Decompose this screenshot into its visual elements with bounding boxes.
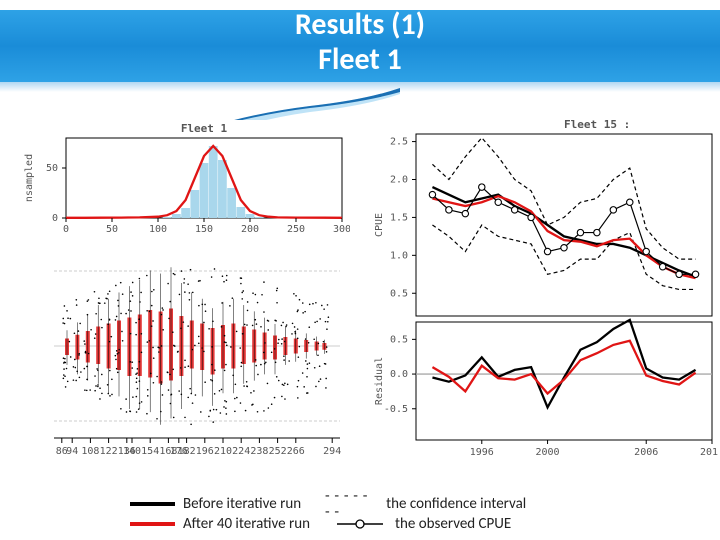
svg-text:1.5: 1.5 — [390, 212, 408, 223]
cpue-chart: 0.5 1.0 1.5 2.0 2.5 Fleet 15 : CPUE -0.5 0.0 0.5 1… — [368, 116, 718, 460]
svg-text:0: 0 — [52, 213, 58, 224]
svg-text:122: 122 — [100, 446, 118, 457]
svg-text:100: 100 — [149, 224, 167, 235]
svg-text:-0.5: -0.5 — [384, 404, 408, 415]
legend-swatch-after — [130, 522, 175, 526]
svg-text:0: 0 — [63, 224, 69, 235]
svg-text:CPUE: CPUE — [374, 213, 385, 237]
panel-cpue-combo: 0.5 1.0 1.5 2.0 2.5 Fleet 15 : CPUE -0.5 0.0 0.5 1… — [368, 116, 718, 460]
svg-text:0.5: 0.5 — [390, 334, 408, 345]
svg-text:250: 250 — [287, 224, 305, 235]
svg-text:108: 108 — [81, 446, 99, 457]
svg-text:nsampled: nsampled — [24, 154, 35, 202]
legend-label-after: After 40 iterative run — [183, 515, 310, 533]
svg-text:300: 300 — [333, 224, 350, 235]
svg-text:0.0: 0.0 — [390, 369, 408, 380]
title-line-1: Results (1) — [295, 6, 425, 43]
svg-text:266: 266 — [287, 446, 305, 457]
svg-text:1.0: 1.0 — [390, 250, 408, 261]
svg-text:150: 150 — [195, 224, 213, 235]
slide-title: Results (1) Fleet 1 — [0, 8, 720, 77]
svg-text:2000: 2000 — [536, 447, 560, 458]
svg-text:0.5: 0.5 — [390, 288, 408, 299]
svg-text:182: 182 — [178, 446, 196, 457]
svg-text:200: 200 — [241, 224, 259, 235]
svg-text:2.5: 2.5 — [390, 137, 408, 148]
svg-text:154: 154 — [141, 446, 159, 457]
svg-text:2.0: 2.0 — [390, 175, 408, 186]
panel-histogram: 0 50 100 150 200 250 300 0 50 Fleet 1 nsampled — [20, 120, 350, 235]
svg-text:238: 238 — [250, 446, 268, 457]
svg-text:Residual: Residual — [374, 357, 385, 405]
panel-residuals: 8694108122136140154168176182196210224238… — [20, 252, 350, 462]
legend-label-ci: the confidence interval — [386, 495, 526, 513]
svg-text:2006: 2006 — [634, 447, 658, 458]
svg-text:2010: 2010 — [700, 447, 718, 458]
svg-text:252: 252 — [269, 446, 287, 457]
legend: Before iterative run ------- the confide… — [130, 494, 710, 534]
legend-label-obs: the observed CPUE — [395, 515, 511, 533]
legend-swatch-before — [130, 502, 175, 506]
residual-chart: 8694108122136140154168176182196210224238… — [20, 252, 350, 462]
legend-label-before: Before iterative run — [183, 495, 301, 513]
svg-text:294: 294 — [323, 446, 341, 457]
svg-text:50: 50 — [46, 163, 58, 174]
svg-text:Fleet 1: Fleet 1 — [181, 122, 228, 135]
svg-text:224: 224 — [232, 446, 250, 457]
legend-swatch-obs — [332, 517, 387, 531]
svg-text:Fleet 15 :: Fleet 15 : — [564, 118, 630, 131]
svg-text:1996: 1996 — [470, 447, 494, 458]
histogram-chart: 0 50 100 150 200 250 300 0 50 Fleet 1 nsampled — [20, 120, 350, 235]
svg-text:210: 210 — [214, 446, 232, 457]
svg-text:50: 50 — [106, 224, 118, 235]
legend-swatch-ci: ------- — [323, 488, 378, 520]
svg-text:94: 94 — [66, 446, 78, 457]
svg-text:140: 140 — [123, 446, 141, 457]
title-line-2: Fleet 1 — [318, 41, 402, 78]
svg-text:196: 196 — [196, 446, 214, 457]
